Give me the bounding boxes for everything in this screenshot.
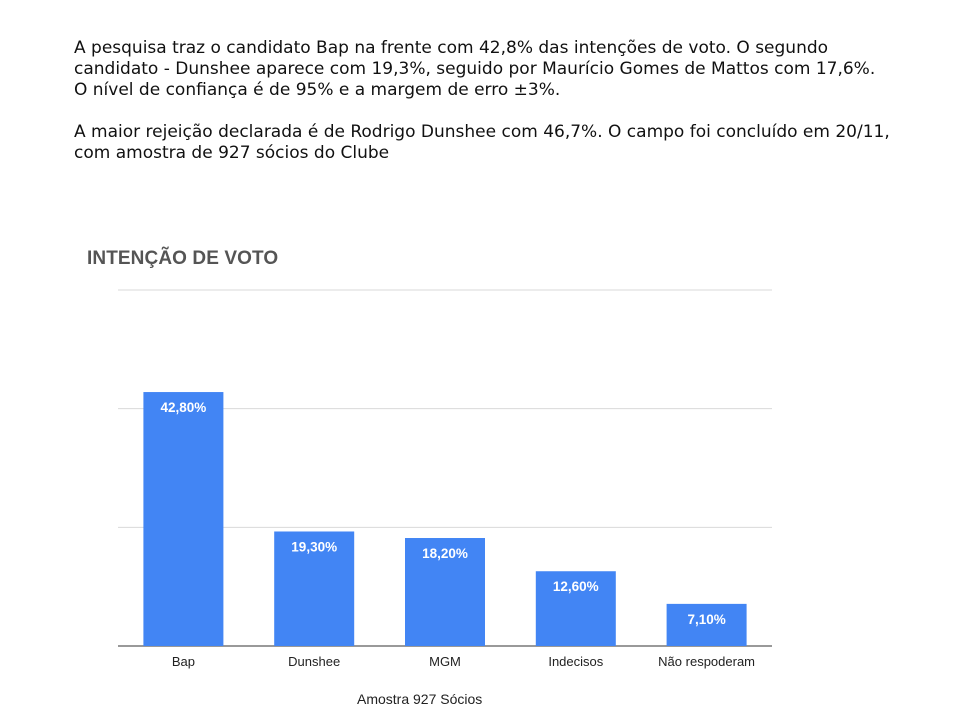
bar-value-label: 18,20% bbox=[422, 546, 468, 561]
bar-indecisos bbox=[535, 571, 616, 646]
bars: 42,80% 19,30% 18,20% 12,60% 7,10% bbox=[143, 392, 747, 646]
bar-value-label: 7,10% bbox=[687, 612, 725, 627]
article-text: A pesquisa traz o candidato Bap na frent… bbox=[74, 38, 894, 164]
article-paragraph-1: A pesquisa traz o candidato Bap na frent… bbox=[74, 38, 876, 100]
category-label: Indecisos bbox=[548, 654, 603, 669]
category-labels: Bap Dunshee MGM Indecisos Não respoderam bbox=[172, 654, 755, 669]
category-label: MGM bbox=[429, 654, 461, 669]
sample-note: Amostra 927 Sócios bbox=[357, 691, 483, 707]
bar-value-label: 42,80% bbox=[161, 400, 207, 415]
bar-mgm bbox=[405, 538, 485, 646]
category-label: Bap bbox=[172, 654, 195, 669]
bar-n-o-respoderam bbox=[666, 603, 747, 646]
category-label: Não respoderam bbox=[658, 654, 755, 669]
chart-title: INTENÇÃO DE VOTO bbox=[87, 248, 279, 269]
bar-dunshee bbox=[274, 531, 355, 646]
bar-bap bbox=[143, 392, 224, 646]
article-paragraph-2: A maior rejeição declarada é de Rodrigo … bbox=[74, 122, 890, 163]
category-label: Dunshee bbox=[288, 654, 340, 669]
bar-value-label: 12,60% bbox=[553, 579, 599, 594]
bar-value-label: 19,30% bbox=[291, 539, 337, 554]
